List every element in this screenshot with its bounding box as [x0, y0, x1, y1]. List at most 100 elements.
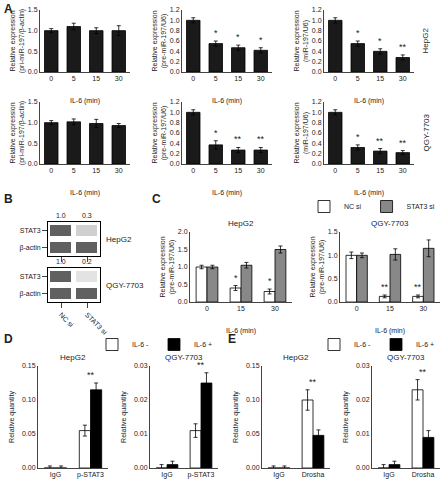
svg-text:1.0: 1.0 — [170, 17, 180, 24]
svg-text:5: 5 — [72, 75, 76, 82]
svg-text:1.0: 1.0 — [328, 252, 338, 259]
svg-text:0: 0 — [191, 167, 195, 174]
svg-text:QGY-7703: QGY-7703 — [422, 113, 431, 151]
svg-text:15: 15 — [237, 305, 245, 312]
svg-text:Drosha: Drosha — [412, 471, 435, 478]
svg-text:0.10: 0.10 — [246, 396, 260, 403]
svg-text:15: 15 — [376, 75, 384, 82]
svg-text:QGY-7703: QGY-7703 — [106, 281, 144, 290]
svg-text:IgG: IgG — [273, 471, 284, 479]
svg-text:0.0: 0.0 — [170, 160, 180, 167]
svg-text:0.0: 0.0 — [28, 68, 38, 75]
svg-text:0.8: 0.8 — [170, 119, 180, 126]
svg-text:1.0: 1.0 — [312, 109, 322, 116]
svg-text:QGY-7703: QGY-7703 — [371, 219, 409, 228]
svg-text:0: 0 — [49, 75, 53, 82]
svg-text:1.2: 1.2 — [170, 98, 180, 105]
svg-text:Relative expression(pre-miR-19: Relative expression(pre-miR-197/U6) — [309, 236, 326, 297]
svg-text:QGY-7703: QGY-7703 — [387, 353, 425, 362]
svg-text:1.0: 1.0 — [28, 27, 38, 34]
svg-text:0: 0 — [191, 75, 195, 82]
svg-text:0.8: 0.8 — [170, 27, 180, 34]
svg-text:1.0: 1.0 — [56, 258, 66, 265]
svg-text:1.2: 1.2 — [312, 6, 322, 13]
svg-text:**: ** — [257, 134, 265, 144]
svg-text:IL-6 (min): IL-6 (min) — [375, 327, 405, 335]
svg-text:D: D — [4, 332, 13, 346]
svg-text:**: ** — [234, 134, 242, 144]
svg-text:B: B — [4, 192, 13, 206]
svg-text:β-actin: β-actin — [19, 290, 40, 298]
svg-text:1.0: 1.0 — [56, 212, 66, 219]
svg-text:NC si: NC si — [58, 311, 75, 328]
svg-text:IL-6 (min): IL-6 (min) — [354, 189, 384, 197]
svg-text:0.02: 0.02 — [134, 396, 148, 403]
svg-text:**: ** — [381, 282, 389, 292]
svg-text:IgG: IgG — [50, 471, 61, 479]
svg-text:0.3: 0.3 — [82, 212, 92, 219]
svg-text:0.6: 0.6 — [170, 129, 180, 136]
svg-text:0.6: 0.6 — [170, 37, 180, 44]
svg-text:0.5: 0.5 — [28, 140, 38, 147]
svg-text:30: 30 — [419, 305, 427, 312]
svg-text:Relative quantity: Relative quantity — [342, 391, 350, 443]
svg-text:0: 0 — [333, 75, 337, 82]
svg-text:HepG2: HepG2 — [106, 235, 132, 244]
svg-text:p-STAT3: p-STAT3 — [188, 471, 215, 479]
svg-text:**: ** — [419, 367, 427, 377]
svg-text:1.5: 1.5 — [328, 228, 338, 235]
svg-text:0.03: 0.03 — [134, 362, 148, 369]
svg-text:*: * — [214, 128, 218, 138]
svg-text:0.6: 0.6 — [312, 129, 322, 136]
svg-text:30: 30 — [271, 305, 279, 312]
svg-text:15: 15 — [92, 75, 100, 82]
svg-text:5: 5 — [72, 167, 76, 174]
svg-text:IL-6 (min): IL-6 (min) — [70, 97, 100, 105]
svg-text:0.4: 0.4 — [170, 48, 180, 55]
svg-text:Relative quantity: Relative quantity — [232, 391, 240, 443]
svg-text:IL-6 (min): IL-6 (min) — [226, 327, 256, 335]
svg-text:*: * — [259, 35, 263, 45]
svg-text:*: * — [268, 276, 272, 286]
svg-text:**: ** — [414, 282, 422, 292]
svg-text:1.0: 1.0 — [170, 109, 180, 116]
svg-text:15: 15 — [92, 167, 100, 174]
svg-text:Relative expression(miR-197/U6: Relative expression(miR-197/U6) — [293, 10, 310, 71]
svg-text:5: 5 — [356, 75, 360, 82]
svg-text:0.5: 0.5 — [328, 275, 338, 282]
svg-text:5: 5 — [356, 167, 360, 174]
svg-text:HepG2: HepG2 — [283, 353, 309, 362]
svg-text:**: ** — [399, 42, 407, 52]
svg-text:30: 30 — [115, 75, 123, 82]
svg-text:0.0: 0.0 — [312, 68, 322, 75]
svg-text:1.0: 1.0 — [28, 119, 38, 126]
svg-text:1.0: 1.0 — [312, 17, 322, 24]
svg-text:0.2: 0.2 — [170, 58, 180, 65]
svg-text:IL-6 -: IL-6 - — [354, 341, 371, 348]
svg-text:Relative expression(pri-miR-19: Relative expression(pri-miR-197/β-actin) — [9, 9, 26, 73]
svg-text:STAT3 si: STAT3 si — [407, 203, 435, 210]
svg-text:*: * — [236, 32, 240, 42]
svg-text:*: * — [234, 273, 238, 283]
svg-text:0.2: 0.2 — [170, 150, 180, 157]
svg-text:**: ** — [376, 136, 384, 146]
svg-text:1.0: 1.0 — [178, 263, 188, 270]
svg-text:IgG: IgG — [161, 471, 172, 479]
svg-text:Drosha: Drosha — [302, 471, 325, 478]
svg-text:**: ** — [309, 377, 317, 387]
svg-text:0.10: 0.10 — [22, 396, 36, 403]
svg-text:0.8: 0.8 — [312, 27, 322, 34]
svg-text:IL-6 +: IL-6 + — [416, 341, 434, 348]
svg-text:0.01: 0.01 — [356, 430, 370, 437]
svg-text:0.0: 0.0 — [178, 298, 188, 305]
svg-text:0.15: 0.15 — [246, 362, 260, 369]
svg-text:*: * — [214, 28, 218, 38]
svg-text:0.2: 0.2 — [82, 258, 92, 265]
svg-text:0.01: 0.01 — [134, 430, 148, 437]
svg-text:0.05: 0.05 — [246, 430, 260, 437]
svg-text:5: 5 — [214, 167, 218, 174]
svg-text:HepG2: HepG2 — [60, 353, 86, 362]
svg-text:30: 30 — [257, 75, 265, 82]
svg-text:15: 15 — [234, 75, 242, 82]
svg-text:0.00: 0.00 — [246, 464, 260, 471]
